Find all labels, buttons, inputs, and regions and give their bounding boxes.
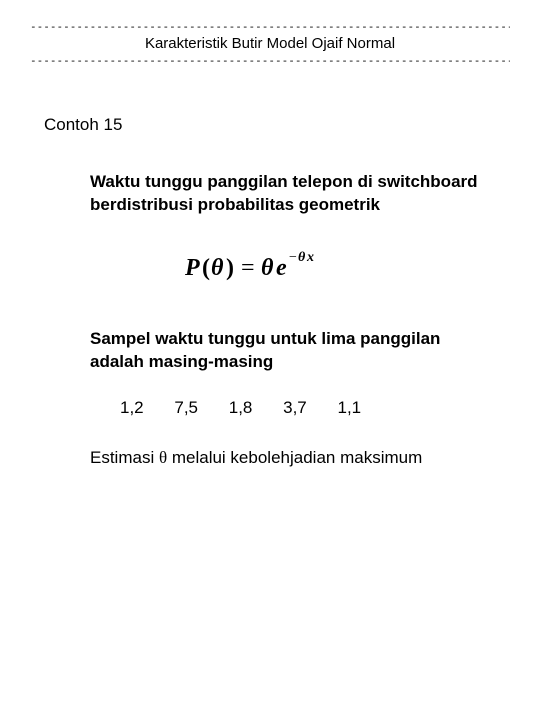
value-0: 1,2 bbox=[120, 398, 144, 418]
dash-line-top: ----------------------------------------… bbox=[30, 20, 510, 33]
svg-text:e: e bbox=[276, 255, 287, 281]
value-1: 7,5 bbox=[174, 398, 198, 418]
sample-paragraph: Sampel waktu tunggu untuk lima panggilan… bbox=[90, 328, 490, 374]
dash-line-bottom: ----------------------------------------… bbox=[30, 54, 510, 67]
formula: P ( θ ) = θ e − θ x bbox=[60, 247, 490, 292]
svg-text:): ) bbox=[226, 255, 234, 281]
svg-text:θ: θ bbox=[211, 255, 224, 281]
formula-svg: P ( θ ) = θ e − θ x bbox=[185, 247, 365, 287]
body-block: Waktu tunggu panggilan telepon di switch… bbox=[90, 171, 490, 468]
svg-text:θ: θ bbox=[261, 255, 274, 281]
section-label: Contoh 15 bbox=[44, 115, 510, 135]
svg-text:=: = bbox=[241, 255, 255, 281]
page-title: Karakteristik Butir Model Ojaif Normal bbox=[30, 33, 510, 54]
value-3: 3,7 bbox=[283, 398, 307, 418]
page: ----------------------------------------… bbox=[0, 0, 540, 468]
estimate-line: Estimasi θ melalui kebolehjadian maksimu… bbox=[90, 448, 490, 468]
value-2: 1,8 bbox=[229, 398, 253, 418]
svg-text:(: ( bbox=[202, 255, 210, 281]
svg-text:θ: θ bbox=[298, 250, 306, 265]
value-4: 1,1 bbox=[338, 398, 362, 418]
theta-symbol: θ bbox=[159, 448, 167, 467]
svg-text:x: x bbox=[306, 250, 314, 265]
estimate-prefix: Estimasi bbox=[90, 448, 159, 467]
values-row: 1,2 7,5 1,8 3,7 1,1 bbox=[120, 398, 490, 418]
estimate-suffix: melalui kebolehjadian maksimum bbox=[167, 448, 422, 467]
svg-text:P: P bbox=[185, 255, 200, 281]
svg-text:−: − bbox=[289, 250, 297, 265]
intro-paragraph: Waktu tunggu panggilan telepon di switch… bbox=[90, 171, 490, 217]
